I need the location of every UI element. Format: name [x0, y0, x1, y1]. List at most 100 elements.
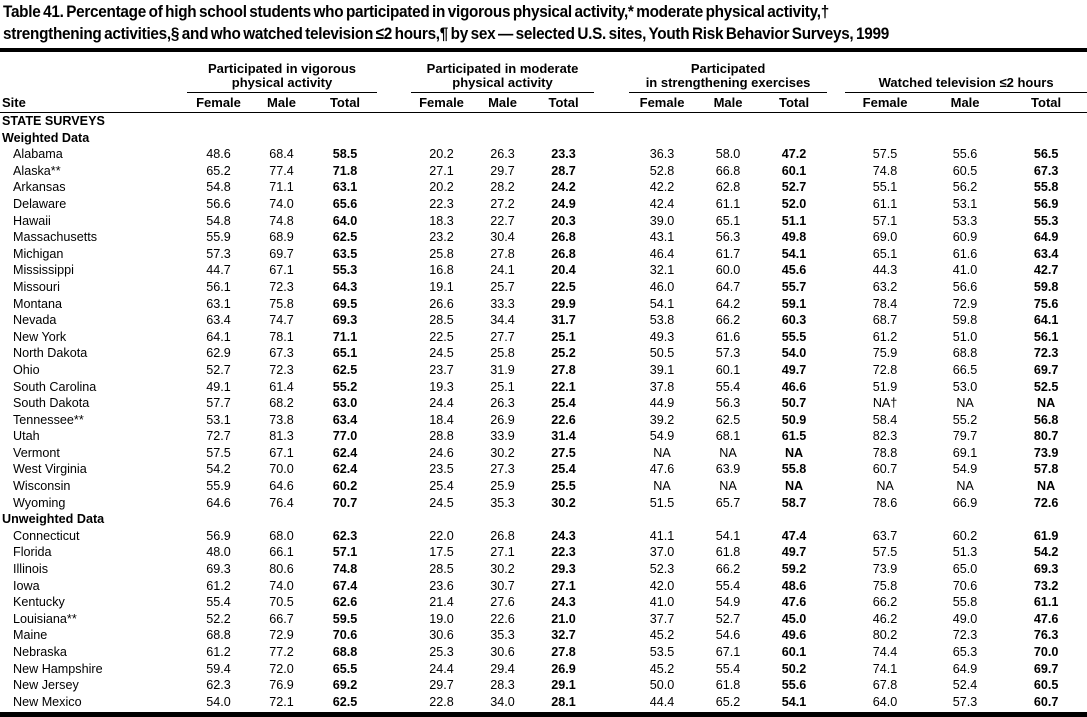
- site-cell: New York: [13, 329, 67, 344]
- value-cell: 50.7: [781, 396, 807, 411]
- column-spacer: [377, 694, 411, 711]
- value-cell: 75.8: [269, 296, 294, 311]
- value-cell: 54.8: [206, 180, 231, 195]
- value-cell: 58.4: [872, 412, 898, 427]
- value-cell: 54.2: [206, 462, 231, 477]
- value-cell: 24.6: [429, 445, 454, 460]
- value-cell: 64.3: [332, 279, 358, 294]
- value-cell: 49.7: [781, 545, 807, 560]
- value-cell: 55.4: [715, 661, 741, 676]
- column-spacer: [594, 362, 629, 379]
- value-cell: 67.4: [332, 578, 358, 593]
- value-cell: 62.5: [332, 230, 358, 245]
- value-cell: 26.6: [429, 296, 454, 311]
- value-cell: 80.7: [1033, 429, 1059, 444]
- value-cell: 68.2: [269, 396, 294, 411]
- column-spacer: [594, 677, 629, 694]
- column-spacer: [827, 461, 845, 478]
- value-cell: 65.6: [332, 196, 358, 211]
- site-cell: Iowa: [13, 578, 40, 593]
- value-cell: 30.4: [490, 230, 515, 245]
- value-cell: 22.7: [490, 213, 515, 228]
- value-cell: NA: [719, 445, 737, 460]
- site-cell: South Dakota: [13, 396, 90, 411]
- value-cell: 24.3: [551, 595, 576, 610]
- table-row: West Virginia 54.2 70.0 62.4 23.5 27.3 25.4 47.…: [0, 461, 1087, 478]
- column-spacer: [594, 163, 629, 180]
- table-row: Nebraska 61.2 77.2 68.8 25.3 30.6 27.8 53.5 67.1…: [0, 644, 1087, 661]
- value-cell: 61.2: [206, 578, 231, 593]
- value-cell: 54.9: [715, 595, 741, 610]
- value-cell: 48.0: [206, 545, 231, 560]
- value-cell: 19.3: [429, 379, 454, 394]
- value-cell: 20.2: [429, 180, 454, 195]
- column-spacer: [827, 329, 845, 346]
- value-cell: 56.1: [206, 279, 231, 294]
- column-spacer: [827, 246, 845, 263]
- value-cell: 73.2: [1033, 578, 1059, 593]
- column-header-total: Total: [533, 92, 595, 113]
- table-row: Wyoming 64.6 76.4 70.7 24.5 35.3 30.2 51.5 65.7 5…: [0, 495, 1087, 512]
- column-header-male: Male: [472, 92, 534, 113]
- value-cell: 68.8: [952, 346, 978, 361]
- value-cell: 64.6: [206, 495, 231, 510]
- value-cell: 27.3: [490, 462, 515, 477]
- value-cell: 78.8: [872, 445, 898, 460]
- value-cell: 58.7: [781, 495, 807, 510]
- value-cell: 62.8: [715, 180, 741, 195]
- value-cell: 45.6: [781, 263, 807, 278]
- group-header-line: Watched television ≤2 hours: [878, 74, 1054, 90]
- value-cell: 69.7: [269, 246, 294, 261]
- table-row: Tennessee** 53.1 73.8 63.4 18.4 26.9 22.6 39.2 6…: [0, 412, 1087, 429]
- site-cell: New Hampshire: [13, 661, 103, 676]
- value-cell: 42.0: [649, 578, 675, 593]
- column-spacer: [827, 594, 845, 611]
- column-spacer: [594, 461, 629, 478]
- value-cell: 55.8: [952, 595, 978, 610]
- group-header-row: Participated in vigorous physical activi…: [0, 56, 1087, 93]
- value-cell: 63.1: [206, 296, 231, 311]
- site-cell: Louisiana**: [13, 611, 77, 626]
- value-cell: 64.1: [206, 329, 231, 344]
- column-spacer: [377, 611, 411, 628]
- value-cell: 68.7: [872, 313, 898, 328]
- value-cell: 63.4: [1033, 246, 1059, 261]
- value-cell: 53.0: [952, 379, 978, 394]
- value-cell: 54.9: [952, 462, 978, 477]
- value-cell: 18.3: [429, 213, 454, 228]
- table-row: Montana 63.1 75.8 69.5 26.6 33.3 29.9 54.1 64.2 5…: [0, 296, 1087, 313]
- value-cell: 75.8: [872, 578, 898, 593]
- value-cell: 74.8: [269, 213, 294, 228]
- column-spacer: [594, 578, 629, 595]
- group-header-line: physical activity: [231, 74, 333, 90]
- column-spacer: [377, 594, 411, 611]
- value-cell: 63.1: [332, 180, 358, 195]
- value-cell: 22.3: [429, 196, 454, 211]
- value-cell: 22.6: [490, 611, 515, 626]
- column-spacer: [594, 329, 629, 346]
- value-cell: 24.3: [551, 528, 576, 543]
- value-cell: 25.3: [429, 645, 454, 659]
- value-cell: 70.7: [332, 495, 358, 510]
- column-spacer: [377, 146, 411, 163]
- value-cell: 39.0: [649, 213, 675, 228]
- value-cell: 22.8: [429, 694, 454, 709]
- value-cell: 70.6: [332, 628, 358, 643]
- column-spacer: [827, 445, 845, 462]
- column-header-female: Female: [845, 92, 926, 113]
- value-cell: 50.5: [649, 346, 675, 361]
- value-cell: NA: [876, 479, 894, 494]
- value-cell: 67.3: [269, 346, 294, 361]
- site-cell: Delaware: [13, 196, 67, 211]
- value-cell: 64.9: [1033, 230, 1059, 245]
- value-cell: 45.2: [649, 661, 675, 676]
- value-cell: 61.4: [269, 379, 294, 394]
- site-cell: Montana: [13, 296, 63, 311]
- value-cell: 44.4: [649, 694, 675, 709]
- value-cell: 56.5: [1033, 147, 1059, 162]
- value-cell: 63.5: [332, 246, 358, 261]
- value-cell: 60.2: [332, 479, 358, 494]
- column-spacer: [377, 478, 411, 495]
- column-spacer: [594, 528, 629, 545]
- value-cell: 17.5: [429, 545, 454, 560]
